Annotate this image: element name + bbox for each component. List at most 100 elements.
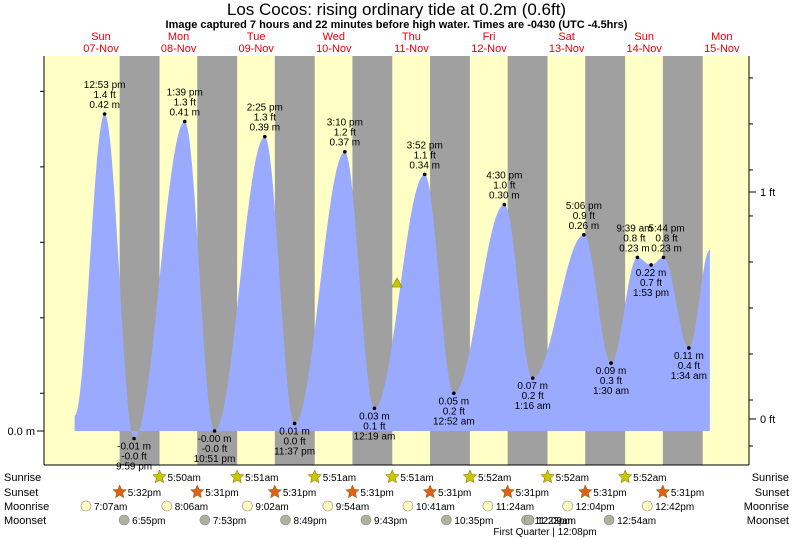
date-label: 11-Nov (394, 43, 429, 55)
tide-label: 1:34 am (671, 371, 707, 382)
row-label-right: Moonrise (744, 501, 789, 513)
tide-label: 0.41 m (169, 108, 200, 119)
event-time: 9:43pm (374, 516, 407, 527)
sunrise-star (617, 469, 633, 484)
moonrise-circle (641, 500, 653, 512)
moonset-circle (118, 514, 130, 526)
tide-label: 0.8 ft (655, 233, 677, 244)
tide-point (212, 429, 217, 433)
tide-series (74, 114, 710, 439)
event-time: 5:51am (245, 473, 278, 484)
event-time: 5:31pm (438, 488, 471, 499)
event-time: 8:49pm (294, 516, 327, 527)
moonset-circle (199, 514, 211, 526)
event-time: 5:51am (323, 473, 356, 484)
tide-label: 2:25 pm (247, 103, 283, 114)
moonrise-circle (242, 500, 253, 512)
sunrise-star (385, 469, 400, 484)
event-time: 9:54am (336, 502, 369, 513)
event-time: 6:55pm (132, 516, 165, 527)
tide-label: 1:30 am (593, 386, 629, 397)
tide-label: 0.8 ft (623, 233, 645, 244)
event-time: 7:53pm (213, 516, 246, 527)
moonrise-circle (482, 500, 494, 512)
tide-label: 1.1 ft (414, 150, 436, 161)
tide-label: 12:52 am (433, 416, 475, 427)
row-label-left: Sunset (4, 487, 38, 499)
day-label: Sat (558, 31, 575, 43)
tide-label: 0.1 ft (363, 421, 385, 432)
row-label-left: Sunrise (4, 472, 41, 484)
event-time: 12:42pm (655, 502, 694, 513)
day-labels: Sun07-NovMon08-NovTue09-NovWed10-NovThu1… (83, 31, 740, 55)
event-time: 5:31pm (283, 488, 316, 499)
tide-label: 0.39 m (250, 123, 281, 134)
sunset-star (112, 484, 127, 499)
tide-labels: 12:53 pm1.4 ft0.42 m-0.01 m-0.0 ft9:59 p… (84, 80, 707, 473)
tide-label: 1:39 pm (167, 88, 203, 99)
event-time: 12:09am (537, 516, 576, 527)
event-time: 5:51am (400, 473, 433, 484)
moonrise-circle (80, 500, 92, 512)
tide-label: 0.11 m (674, 351, 704, 362)
date-label: 15-Nov (704, 43, 740, 55)
tide-label: 0.0 ft (283, 436, 305, 447)
event-time: 11:23pm (535, 516, 573, 527)
tide-label: 1.3 ft (174, 98, 196, 109)
sunrise-star (229, 469, 245, 484)
tide-label: 5:44 pm (648, 223, 684, 234)
tide-label: 0.01 m (279, 426, 310, 437)
event-time: 5:52am (556, 473, 589, 484)
day-label: Fri (483, 31, 496, 43)
left-tick-label: 0.0 m (7, 426, 35, 438)
tide-label: 0.30 m (489, 191, 520, 202)
tide-label: 3:10 pm (327, 118, 363, 129)
day-label: Thu (402, 31, 421, 43)
tide-label: 0.37 m (330, 138, 361, 149)
tide-label: 1:53 pm (633, 288, 669, 299)
moonrise-circle (562, 500, 573, 512)
sunset-star (267, 484, 283, 499)
tide-point (609, 361, 613, 365)
day-label: Sun (634, 31, 654, 43)
tide-label: 0.2 ft (522, 391, 544, 402)
tide-point (502, 202, 507, 207)
moonset-circle (360, 514, 372, 526)
tide-label: 0.22 m (636, 268, 667, 279)
sunset-star (577, 484, 593, 499)
row-label-right: Sunset (755, 487, 789, 499)
event-time: 12:54am (617, 516, 656, 527)
event-time: 5:31pm (516, 488, 549, 499)
moonset-circle (280, 514, 291, 526)
tide-label: 9:39 am (616, 223, 652, 234)
tide-label: 0.34 m (409, 160, 440, 171)
tide-point (182, 119, 187, 124)
sunset-star (422, 484, 438, 499)
event-time: 5:31pm (360, 488, 393, 499)
event-time: 10:35pm (454, 516, 493, 527)
tide-label: 1.0 ft (493, 181, 515, 192)
day-label: Sun (91, 31, 111, 43)
tide-label: 1.2 ft (334, 128, 356, 139)
sunrise-star (462, 469, 478, 484)
tide-label: -0.0 ft (202, 444, 228, 455)
right-tick-label: 0 ft (760, 414, 775, 426)
row-label-left: Moonrise (4, 501, 49, 513)
event-time: 7:07am (94, 502, 127, 513)
tide-label: 0.7 ft (640, 278, 662, 289)
sunrise-star (307, 469, 323, 484)
event-time: 5:32pm (128, 488, 161, 499)
tide-point (263, 134, 267, 139)
date-label: 12-Nov (471, 43, 507, 55)
tide-label: 0.23 m (619, 243, 650, 254)
event-time: 5:50am (167, 473, 200, 484)
tide-point (422, 172, 427, 177)
tide-point (635, 255, 640, 260)
tide-point (530, 376, 535, 380)
tide-label: 0.03 m (359, 411, 390, 422)
tide-point (649, 263, 653, 267)
tide-label: 5:06 pm (566, 201, 602, 212)
tide-point (661, 255, 666, 260)
tide-label: 0.9 ft (573, 211, 595, 222)
date-label: 13-Nov (549, 43, 585, 55)
